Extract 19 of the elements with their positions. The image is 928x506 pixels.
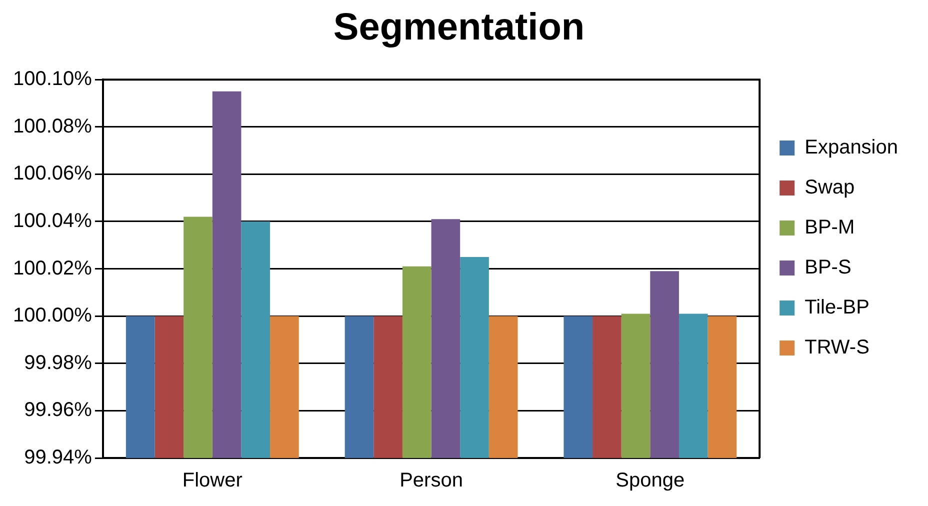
y-tick-label: 100.10%	[12, 68, 92, 90]
legend-label: BP-M	[804, 216, 855, 239]
y-tick-label: 100.00%	[12, 304, 92, 327]
legend-label: BP-S	[804, 256, 852, 279]
chart-title: Segmentation	[333, 6, 585, 48]
x-tick-label: Flower	[182, 470, 243, 492]
legend-label: TRW-S	[804, 336, 870, 359]
y-tick-label: 100.06%	[12, 162, 92, 185]
legend-label: Expansion	[804, 136, 898, 159]
y-tick-label: 100.08%	[12, 115, 92, 138]
y-tick-label: 99.94%	[24, 446, 92, 469]
legend-label: Swap	[804, 176, 855, 199]
y-tick-label: 100.02%	[12, 257, 92, 280]
x-tick-label: Person	[400, 470, 463, 492]
y-tick-label: 100.04%	[12, 210, 92, 232]
legend-label: Tile-BP	[804, 296, 870, 319]
x-tick-label: Sponge	[616, 470, 685, 492]
y-tick-label: 99.98%	[24, 352, 92, 374]
y-tick-label: 99.96%	[24, 399, 92, 422]
